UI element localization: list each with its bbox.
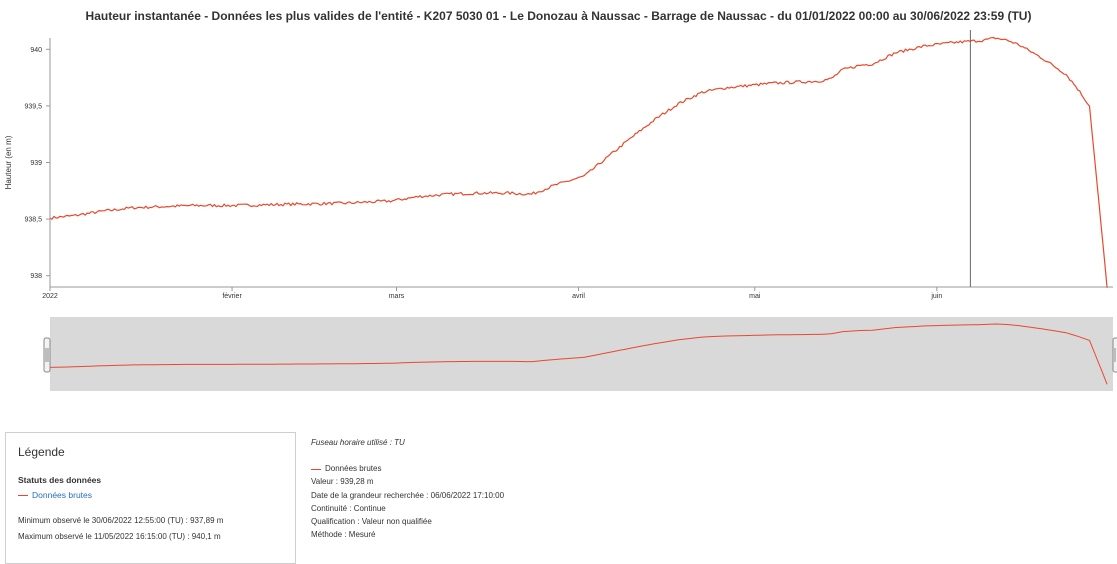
tooltip-info-panel: Fuseau horaire utilisé : TU Données brut… [311, 436, 504, 541]
x-tick-label: mars [389, 293, 405, 300]
y-tick-label: 939 [30, 160, 42, 167]
main-plot-area[interactable] [49, 36, 1108, 289]
chart-title: Hauteur instantanée - Données les plus v… [85, 9, 1032, 23]
legend-series-line [18, 495, 28, 497]
legend-status-title: Statuts des données [18, 475, 102, 485]
y-tick-label: 938 [30, 273, 42, 280]
navigator-right-handle[interactable] [1112, 337, 1117, 373]
legend-panel: Légende Statuts des données Données brut… [5, 432, 296, 564]
y-axis-title: Hauteur (en m) [4, 135, 13, 189]
x-tick-label: juin [930, 293, 942, 300]
y-tick-label: 939,5 [24, 103, 42, 110]
x-tick-label: 2022 [42, 293, 58, 300]
legend-heading: Légende [18, 445, 65, 459]
legend-series-item[interactable]: Données brutes [18, 490, 92, 500]
series-line-donnees-brutes[interactable] [49, 36, 1108, 289]
x-tick-label: mai [749, 293, 761, 300]
y-tick-label: 940 [30, 47, 42, 54]
info-date: Date de la grandeur recherchée : 06/06/2… [311, 490, 505, 500]
info-qualification: Qualification : Valeur non qualifiée [311, 517, 432, 527]
info-method: Méthode : Mesuré [311, 530, 376, 540]
x-tick-label: avril [572, 293, 585, 300]
navigator-plot [49, 323, 1108, 385]
info-continuity: Continuité : Continue [311, 503, 386, 513]
legend-series-label: Données brutes [32, 490, 93, 500]
legend-max-text: Maximum observé le 11/05/2022 16:15:00 (… [18, 532, 221, 541]
info-series-line [311, 468, 321, 470]
navigator-series-line [49, 323, 1108, 385]
info-value: Valeur : 939,28 m [311, 477, 374, 487]
navigator-left-handle[interactable] [43, 337, 51, 373]
info-series: Données brutes [311, 462, 504, 475]
legend-min-text: Minimum observé le 30/06/2022 12:55:00 (… [18, 516, 224, 525]
x-tick-label: février [222, 293, 242, 300]
y-tick-label: 938,5 [24, 217, 42, 224]
navigator[interactable] [0, 310, 1117, 400]
navigator-background [50, 317, 1113, 391]
timezone-note: Fuseau horaire utilisé : TU [311, 438, 405, 447]
main-chart[interactable]: 938 938,5 939 939,5 940 2022 février mars avril m… [0, 30, 1117, 300]
info-series-label: Données brutes [325, 464, 382, 474]
